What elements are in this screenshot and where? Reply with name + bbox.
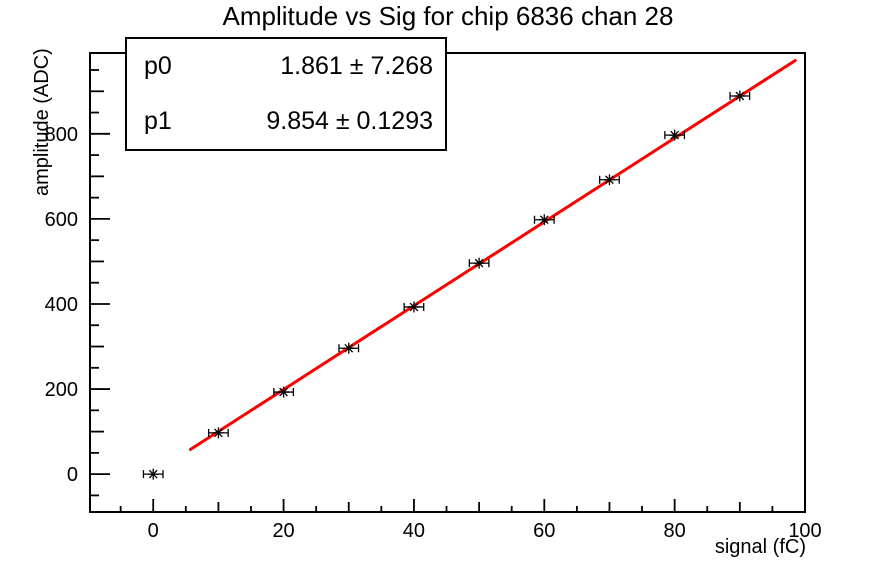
- marker-stroke: [409, 302, 419, 312]
- y-tick-label: 600: [45, 209, 78, 231]
- data-point-marker: [338, 342, 360, 354]
- y-tick-label: 400: [45, 294, 78, 316]
- x-tick-label: 100: [788, 520, 821, 542]
- data-point-marker: [729, 90, 751, 102]
- y-tick-label: 0: [67, 464, 78, 486]
- x-tick-label: 80: [664, 520, 686, 542]
- data-point-marker: [142, 468, 164, 480]
- data-point-marker: [273, 386, 295, 398]
- data-point-marker: [207, 427, 229, 439]
- fit-stats-box: p0 1.861 ± 7.268 p1 9.854 ± 0.1293: [125, 37, 447, 151]
- data-point-marker: [533, 214, 555, 226]
- marker-stroke: [214, 428, 223, 438]
- param-value-p1: 9.854 ± 0.1293: [266, 107, 433, 135]
- data-point-marker: [599, 174, 620, 186]
- x-tick-label: 40: [403, 520, 425, 542]
- marker-stroke: [148, 469, 158, 479]
- marker-stroke: [279, 387, 288, 397]
- stat-row-p1: p1 9.854 ± 0.1293: [127, 94, 445, 149]
- marker-stroke: [539, 215, 549, 225]
- x-axis-title: signal (fC): [714, 536, 806, 558]
- marker-stroke: [474, 258, 484, 268]
- fit-line: [188, 58, 797, 451]
- param-name-p0: p0: [144, 52, 172, 80]
- marker-stroke: [344, 343, 354, 353]
- param-value-p0: 1.861 ± 7.268: [280, 52, 433, 80]
- marker-stroke: [670, 130, 680, 140]
- x-tick-label: 0: [148, 520, 159, 542]
- data-point-marker: [468, 257, 490, 269]
- data-point-marker: [403, 301, 425, 313]
- param-name-p1: p1: [144, 107, 172, 135]
- x-tick-label: 60: [533, 520, 555, 542]
- marker-stroke: [605, 175, 614, 185]
- stat-row-p0: p0 1.861 ± 7.268: [127, 39, 445, 94]
- y-axis-title: amplitude (ADC): [31, 48, 53, 196]
- y-tick-label: 200: [45, 379, 78, 401]
- marker-stroke: [735, 91, 745, 101]
- chart-title: Amplitude vs Sig for chip 6836 chan 28: [222, 1, 674, 31]
- y-tick-label: 800: [45, 124, 78, 146]
- x-tick-label: 20: [272, 520, 294, 542]
- data-point-marker: [664, 129, 686, 141]
